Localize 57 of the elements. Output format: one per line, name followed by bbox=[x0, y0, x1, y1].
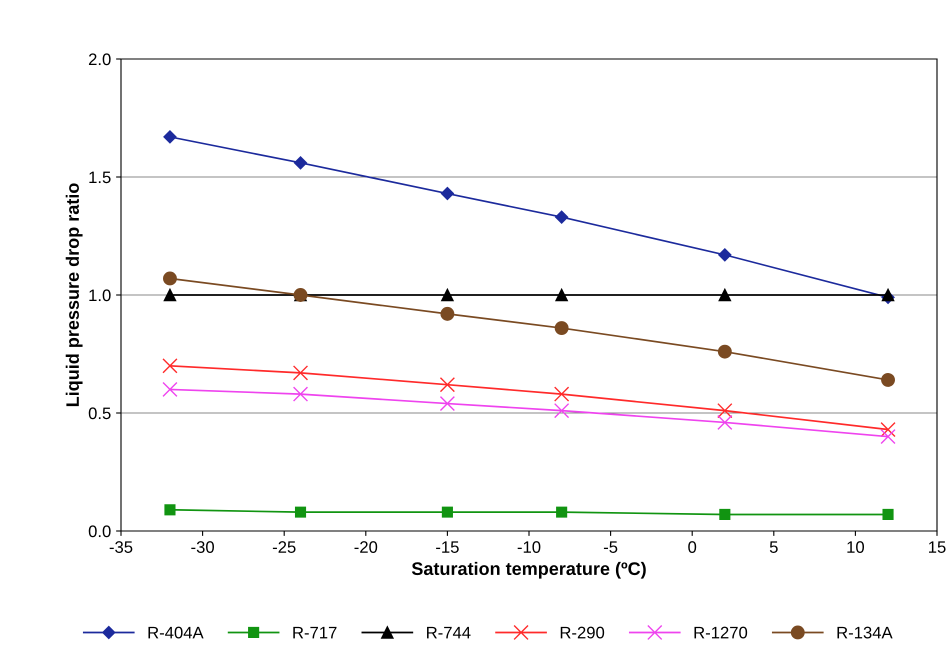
legend-label: R-404A bbox=[148, 626, 204, 638]
legend-label: R-1270 bbox=[694, 626, 748, 638]
point bbox=[880, 422, 896, 438]
x-tick-label: -30 bbox=[191, 541, 214, 553]
legend-label: R-290 bbox=[560, 626, 604, 638]
point bbox=[162, 382, 178, 398]
point bbox=[718, 288, 732, 302]
x-tick-label: -15 bbox=[436, 541, 459, 553]
point bbox=[882, 288, 894, 302]
point bbox=[294, 506, 306, 518]
y-tick-label: 2.0 bbox=[88, 53, 111, 66]
x-tick-label: -25 bbox=[272, 541, 296, 553]
point bbox=[442, 506, 453, 518]
y-tick-label: 0.5 bbox=[88, 407, 111, 420]
legend-label: R-717 bbox=[293, 626, 337, 638]
point bbox=[163, 272, 177, 286]
point bbox=[292, 386, 308, 402]
point bbox=[164, 288, 176, 302]
y-axis-title: Liquid pressure drop ratio bbox=[66, 183, 83, 406]
y-tick-label: 1.5 bbox=[89, 172, 111, 184]
point bbox=[440, 396, 456, 412]
point bbox=[882, 508, 894, 520]
point bbox=[162, 358, 178, 374]
x-tick-label: -35 bbox=[110, 541, 132, 553]
point bbox=[555, 288, 568, 302]
y-tick-label: 0.0 bbox=[88, 525, 111, 538]
point bbox=[881, 373, 895, 387]
x-tick-label: -5 bbox=[604, 541, 618, 553]
point bbox=[163, 130, 177, 144]
point bbox=[294, 156, 308, 170]
point bbox=[554, 386, 570, 402]
x-tick-label: -20 bbox=[354, 541, 378, 553]
point bbox=[440, 306, 454, 321]
point bbox=[292, 365, 308, 381]
point bbox=[440, 186, 454, 200]
point bbox=[717, 414, 732, 430]
point bbox=[554, 403, 570, 418]
point bbox=[441, 288, 454, 302]
x-tick-label: 15 bbox=[929, 541, 946, 553]
point bbox=[718, 248, 732, 262]
x-tick-label: 5 bbox=[770, 541, 778, 553]
x-tick-label: -10 bbox=[518, 541, 540, 553]
point bbox=[719, 508, 730, 520]
point bbox=[717, 403, 732, 418]
point bbox=[554, 321, 569, 335]
point bbox=[555, 210, 568, 224]
x-axis-title: Saturation temperature (ºC) bbox=[412, 562, 646, 579]
y-tick-label: 1.0 bbox=[89, 289, 111, 302]
point bbox=[556, 506, 568, 518]
legend-label: R-744 bbox=[427, 626, 471, 638]
point bbox=[718, 344, 732, 359]
point bbox=[164, 504, 176, 516]
point bbox=[440, 377, 456, 392]
x-tick-label: 0 bbox=[688, 541, 696, 553]
point bbox=[880, 428, 896, 444]
x-tick-label: 10 bbox=[847, 541, 864, 553]
legend-label: R-134A bbox=[837, 626, 893, 638]
